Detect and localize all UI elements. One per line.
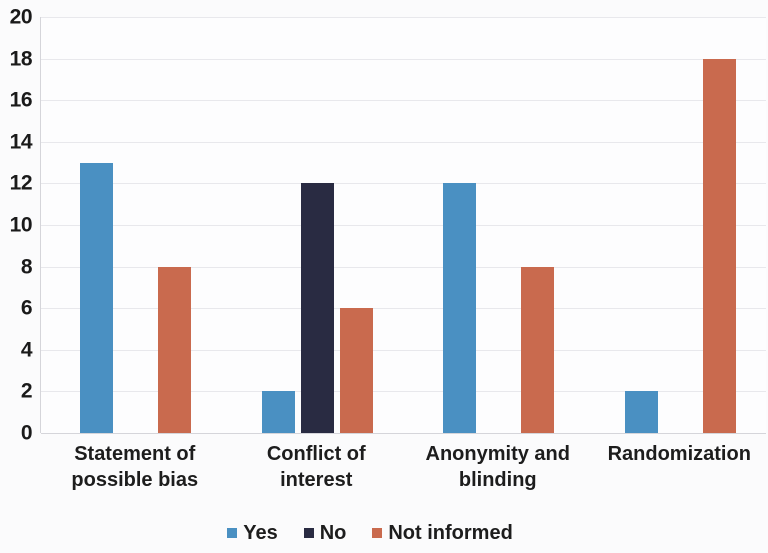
x-category-label: Statement of possible bias [71,443,199,491]
y-tick-label: 12 [9,171,33,195]
bar-group-4 [624,17,736,433]
legend-item-not-informed: Not informed [372,522,513,544]
gridline [41,58,766,60]
bar-group-1 [80,17,192,433]
y-tick-label: 8 [20,255,33,279]
gridline [41,433,766,434]
bar-no [300,183,334,433]
y-tick-label: 10 [9,213,33,237]
legend-swatch-icon [372,528,383,538]
gridline [41,391,766,393]
y-tick-label: 6 [20,296,33,320]
x-category-label: Conflict of interest [266,443,366,491]
y-tick-label: 20 [9,5,33,29]
bar-not-informed [521,266,555,433]
bar-not-informed [339,308,373,433]
x-category-label: Randomization [607,443,751,465]
y-tick-label: 14 [9,130,33,154]
bar-not-informed [702,58,736,433]
gridline [41,183,766,185]
legend-label: Not informed [388,522,513,544]
plot-area [40,17,766,434]
gridline [41,100,766,102]
gridline [41,17,766,18]
legend-label: Yes [243,522,278,544]
y-tick-label: 18 [9,47,33,71]
bar-not-informed [158,266,192,433]
gridline [41,141,766,143]
legend-swatch-icon [303,528,314,538]
legend-item-yes: Yes [227,522,278,544]
y-tick-label: 2 [20,379,33,403]
y-tick-label: 4 [20,338,33,362]
y-tick-label: 0 [20,421,33,445]
bar-group-2 [261,17,373,433]
gridline [41,225,766,226]
x-category-label: Anonymity and blinding [425,443,570,491]
gridline [41,349,766,351]
gridline [41,266,766,268]
bar-yes [443,183,477,433]
y-axis: 20 18 16 14 12 10 8 6 4 2 0 [0,7,38,444]
bar-group-3 [443,17,555,433]
legend-item-no: No [303,522,347,544]
legend: Yes No Not informed [0,523,768,543]
gridline [41,308,766,310]
x-axis-labels: Statement of possible bias Conflict of in… [40,441,766,503]
bar-yes [624,391,658,433]
y-tick-label: 16 [9,88,33,112]
bar-yes [261,391,295,433]
bar-yes [80,162,114,433]
legend-label: No [319,522,347,544]
legend-swatch-icon [227,528,238,538]
